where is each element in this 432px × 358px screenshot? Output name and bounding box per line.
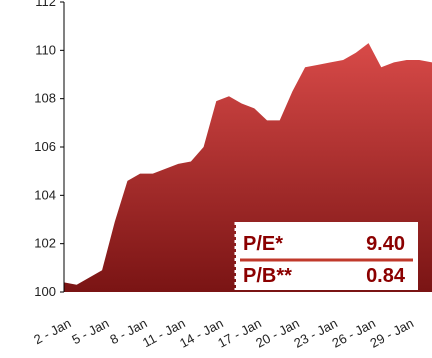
x-tick-label: 2 - Jan [31,315,73,347]
y-axis: 100 102 104 106 108 110 112 [34,0,64,299]
pe-label: P/E* [243,233,283,255]
y-tick-label: 106 [34,139,56,154]
valuation-box-background [236,222,418,290]
y-tick-label: 102 [34,236,56,251]
y-tick-label: 100 [34,284,56,299]
pb-value: 0.84 [366,265,406,287]
valuation-box: P/E* 9.40 P/B** 0.84 [234,222,418,290]
y-tick-label: 104 [34,187,56,202]
pb-label: P/B** [243,265,292,287]
y-tick-label: 110 [35,42,56,57]
y-tick-label: 108 [34,91,56,106]
y-tick-label: 112 [35,0,56,9]
pe-value: 9.40 [366,233,405,255]
x-tick-label: 5 - Jan [69,315,111,347]
x-tick-label: 29 - Jan [368,315,417,350]
